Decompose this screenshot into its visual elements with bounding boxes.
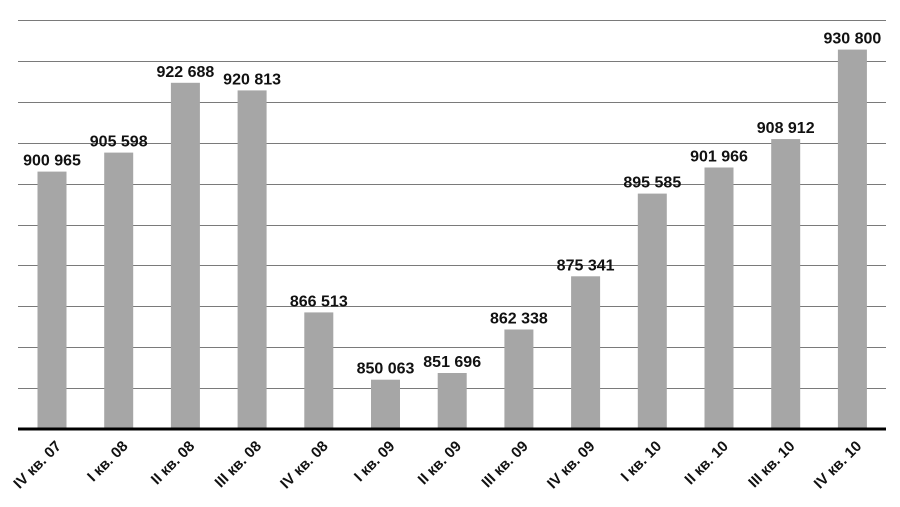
bar-1 bbox=[104, 152, 134, 429]
bar-3 bbox=[237, 90, 267, 430]
bar-12 bbox=[837, 49, 867, 429]
bar-7 bbox=[504, 329, 534, 429]
value-label-5: 850 063 bbox=[357, 361, 415, 378]
x-tick-label-12: IV кв. 10 bbox=[811, 438, 866, 493]
x-tick-label-0: IV кв. 07 bbox=[10, 438, 65, 493]
bars bbox=[37, 49, 867, 430]
value-labels: 900 965 905 598 922 688 920 813 866 513 850 0… bbox=[23, 31, 881, 378]
bar-2 bbox=[170, 82, 200, 430]
bar-11 bbox=[771, 139, 801, 429]
x-tick-label-10: II кв. 10 bbox=[681, 438, 731, 488]
value-label-11: 908 912 bbox=[757, 120, 815, 137]
value-label-3: 920 813 bbox=[223, 71, 281, 88]
value-label-10: 901 966 bbox=[690, 149, 748, 166]
value-label-7: 862 338 bbox=[490, 311, 548, 328]
value-label-9: 895 585 bbox=[623, 175, 681, 192]
bar-4 bbox=[304, 312, 334, 429]
bar-6 bbox=[437, 373, 467, 429]
x-tick-label-3: III кв. 08 bbox=[212, 438, 265, 491]
bar-5 bbox=[371, 379, 400, 429]
value-label-1: 905 598 bbox=[90, 134, 148, 151]
bar-8 bbox=[571, 276, 601, 429]
bar-10 bbox=[704, 167, 734, 429]
value-label-8: 875 341 bbox=[557, 257, 615, 274]
value-label-4: 866 513 bbox=[290, 293, 348, 310]
x-tick-label-7: III кв. 09 bbox=[478, 438, 531, 491]
value-label-2: 922 688 bbox=[156, 64, 214, 81]
value-label-12: 930 800 bbox=[823, 31, 881, 48]
x-tick-label-2: II кв. 08 bbox=[148, 438, 198, 488]
value-label-0: 900 965 bbox=[23, 153, 81, 170]
bar-9 bbox=[637, 193, 667, 429]
x-tick-label-5: I кв. 09 bbox=[351, 438, 398, 485]
x-tick-label-9: I кв. 10 bbox=[618, 438, 665, 485]
value-label-6: 851 696 bbox=[423, 354, 481, 371]
x-tick-label-11: III кв. 10 bbox=[745, 438, 798, 491]
x-tick-label-4: IV кв. 08 bbox=[277, 438, 332, 493]
x-tick-labels: IV кв. 07 I кв. 08 II кв. 08 III кв. 08 IV к… bbox=[10, 438, 865, 493]
x-tick-label-1: I кв. 08 bbox=[84, 438, 131, 485]
bar-0 bbox=[37, 171, 67, 429]
x-tick-label-6: II кв. 09 bbox=[415, 438, 465, 488]
x-tick-label-8: IV кв. 09 bbox=[544, 438, 599, 493]
gridlines bbox=[18, 20, 886, 389]
